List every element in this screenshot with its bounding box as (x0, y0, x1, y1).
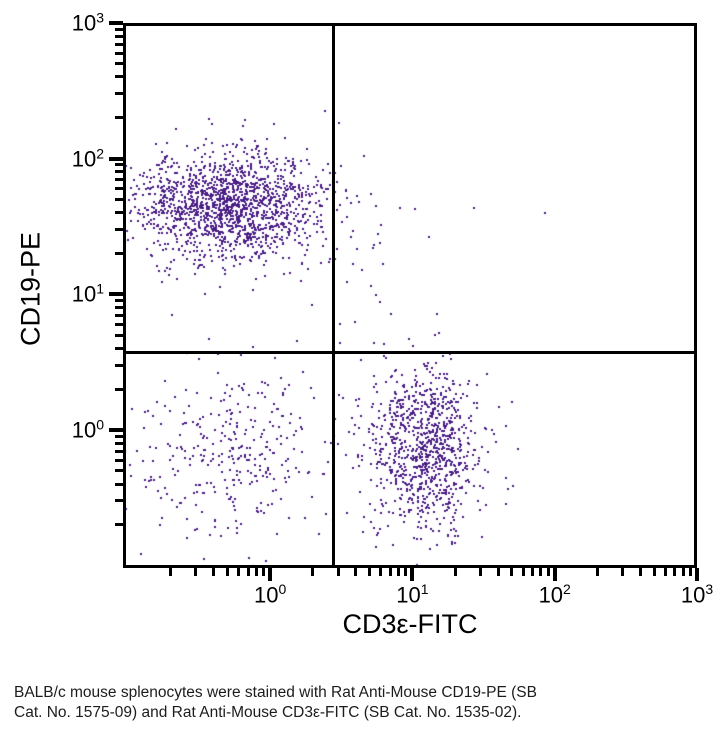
y-axis-tick (115, 322, 123, 326)
y-axis-tick (115, 434, 123, 438)
x-axis-tick (368, 568, 372, 576)
y-axis-tick (115, 163, 123, 167)
y-axis-tick (115, 228, 123, 232)
x-axis-tick (496, 568, 500, 576)
y-axis-tick (115, 469, 123, 473)
x-axis-tick (546, 568, 550, 576)
plot-frame (123, 23, 697, 568)
y-axis-tick (115, 211, 123, 215)
y-axis-tick (115, 62, 123, 66)
x-tick-label: 102 (538, 581, 571, 608)
x-axis-tick (621, 568, 625, 576)
x-axis-tick (246, 568, 250, 576)
y-tick-label: 101 (71, 280, 104, 308)
x-axis-tick (404, 568, 408, 576)
y-axis-tick (115, 34, 123, 38)
y-axis-tick (115, 346, 123, 350)
y-axis-tick (115, 523, 123, 527)
x-axis-tick (695, 568, 699, 581)
x-axis-tick (596, 568, 600, 576)
x-axis-tick (663, 568, 667, 576)
x-axis-tick (194, 568, 198, 576)
x-axis-tick (673, 568, 677, 576)
scatter-dots-canvas (123, 23, 697, 568)
y-axis-tick (115, 499, 123, 503)
y-axis-tick (115, 198, 123, 201)
x-axis-tick (262, 568, 266, 576)
y-axis-tick (115, 313, 123, 317)
x-axis-tick (354, 568, 358, 576)
y-axis-tick (115, 333, 123, 337)
caption: BALB/c mouse splenocytes were stained wi… (14, 683, 537, 723)
x-axis-tick (388, 568, 392, 576)
caption-line-2: Cat. No. 1575-09) and Rat Anti-Mouse CD3… (14, 704, 522, 721)
y-axis-tick (115, 441, 123, 445)
x-axis-label: CD3ε-FITC (342, 609, 478, 639)
x-axis-tick (638, 568, 642, 576)
x-axis-tick (311, 568, 315, 576)
x-axis-tick (453, 568, 457, 576)
y-axis-tick (115, 305, 123, 309)
quadrant-vertical-line (331, 23, 335, 568)
x-axis-tick (212, 568, 215, 576)
x-axis-tick (539, 568, 543, 576)
y-axis-tick (109, 292, 123, 297)
y-axis-tick (115, 458, 123, 462)
y-axis-tick (115, 170, 123, 174)
y-axis-tick (115, 42, 123, 46)
x-axis-tick (688, 568, 692, 576)
y-axis-tick (115, 75, 123, 79)
x-tick-label: 103 (680, 581, 714, 608)
y-tick-label: 103 (71, 9, 104, 36)
y-axis-tick (115, 178, 123, 182)
x-axis-tick (410, 568, 415, 581)
x-axis-tick (397, 568, 401, 576)
y-axis-tick (115, 92, 123, 96)
x-axis-tick (681, 568, 685, 576)
y-axis-tick (115, 449, 123, 453)
x-axis-tick (237, 568, 241, 576)
y-axis-tick (115, 51, 123, 55)
quadrant-horizontal-line (123, 350, 697, 354)
y-axis-tick (115, 116, 123, 120)
x-axis-tick (336, 568, 340, 576)
x-axis-tick (478, 568, 482, 576)
y-tick-label: 100 (71, 416, 104, 443)
y-axis-tick (115, 252, 123, 255)
y-axis-tick (115, 27, 123, 31)
x-tick-label: 101 (396, 581, 429, 608)
x-axis-tick (225, 568, 229, 576)
y-tick-label: 102 (71, 145, 104, 172)
y-axis-tick (109, 428, 123, 433)
x-axis-tick (531, 568, 535, 576)
y-axis-tick (109, 21, 123, 25)
y-axis-tick (115, 363, 123, 367)
x-axis-tick (652, 568, 656, 576)
y-axis-tick (115, 482, 123, 486)
y-axis-tick (109, 156, 123, 161)
x-axis-tick (521, 568, 525, 576)
x-axis-tick (510, 568, 514, 576)
y-axis-tick (115, 187, 123, 191)
x-axis-tick (268, 568, 273, 581)
x-axis-tick (254, 568, 258, 576)
caption-line-1: BALB/c mouse splenocytes were stained wi… (14, 684, 537, 701)
x-axis-tick (552, 568, 557, 581)
x-tick-label: 100 (253, 581, 287, 608)
y-axis-tick (115, 387, 123, 391)
x-axis-tick (379, 568, 383, 576)
y-axis-label: CD19-PE (15, 231, 46, 347)
x-axis-tick (169, 568, 173, 576)
y-axis-tick (115, 299, 123, 303)
